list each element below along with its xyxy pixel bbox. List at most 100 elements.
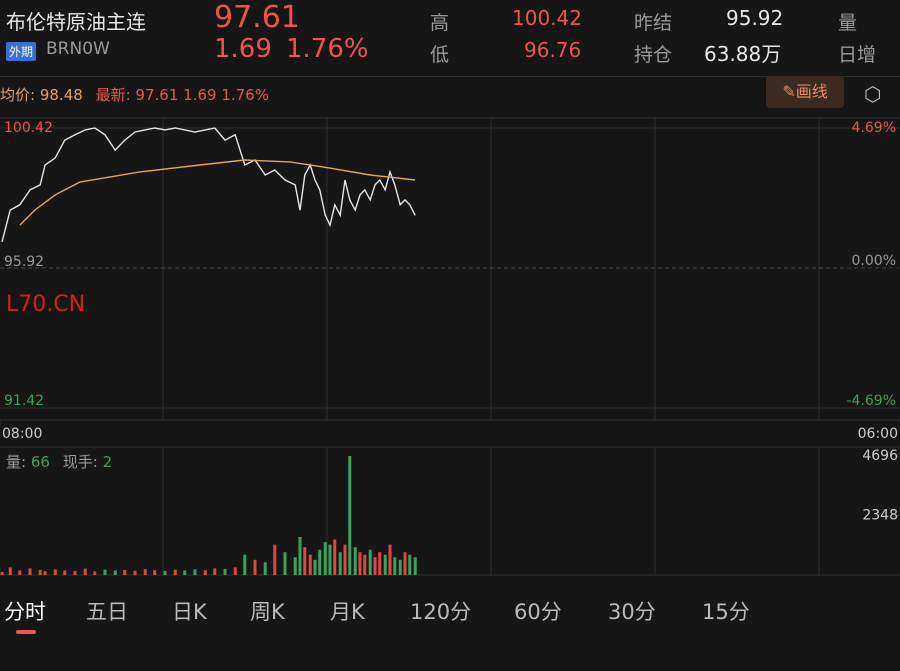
volume-bar bbox=[363, 554, 367, 575]
tab[interactable]: 120分 bbox=[410, 600, 472, 624]
change: 1.69 bbox=[183, 86, 217, 104]
volume-legend: 量: 66 现手: 2 bbox=[6, 451, 112, 472]
volume-bar bbox=[63, 570, 67, 575]
legend: 均价: 98.48 最新: 97.61 1.69 1.76% bbox=[0, 84, 269, 105]
label: 日增 bbox=[838, 44, 877, 66]
volume-bar bbox=[203, 570, 207, 575]
code: BRN0W bbox=[46, 39, 110, 59]
volume-bar bbox=[163, 570, 167, 575]
tab[interactable]: 日K bbox=[172, 600, 207, 624]
volume-bar bbox=[408, 554, 412, 575]
volume-bar bbox=[283, 552, 287, 575]
watermark: L70.CN bbox=[6, 292, 86, 317]
volume-bar bbox=[308, 554, 312, 575]
volume-bar bbox=[353, 547, 357, 575]
volume-bar bbox=[328, 544, 332, 575]
tab-bar: 分时 五日 日K 周K 月K 120分 60分 30分 15分 bbox=[0, 594, 900, 634]
volume-bar bbox=[73, 570, 77, 575]
label: 持仓 bbox=[634, 44, 673, 66]
tab[interactable]: 60分 bbox=[514, 600, 562, 624]
label: 高 bbox=[430, 12, 450, 34]
y-tick-label: 2348 bbox=[862, 508, 898, 524]
tab-indicator bbox=[16, 630, 36, 634]
volume-bar bbox=[393, 557, 397, 575]
divider bbox=[0, 76, 900, 77]
volume-bar bbox=[38, 569, 42, 575]
label: 低 bbox=[430, 44, 450, 66]
volume-bar bbox=[233, 567, 237, 575]
draw-button[interactable]: ✎画线 bbox=[766, 76, 844, 108]
tab[interactable]: 分时 bbox=[4, 600, 46, 624]
avg-label: 均价: bbox=[0, 86, 36, 104]
x-tick-label: 08:00 bbox=[2, 426, 42, 442]
value: 2 bbox=[102, 453, 113, 471]
volume-bar bbox=[183, 570, 187, 575]
draw-label: 画线 bbox=[795, 82, 828, 101]
value: 66 bbox=[30, 453, 50, 471]
x-tick-label: 06:00 bbox=[858, 426, 898, 442]
label: 现手: bbox=[62, 453, 98, 471]
settings-icon[interactable]: ⬡ bbox=[864, 82, 882, 106]
latest: 97.61 bbox=[135, 86, 179, 104]
tab[interactable]: 五日 bbox=[86, 600, 128, 624]
volume-bar bbox=[133, 570, 137, 575]
volume-bar bbox=[318, 549, 322, 575]
volume-bar bbox=[213, 568, 217, 575]
label: 量: bbox=[6, 453, 27, 471]
volume-bar bbox=[303, 547, 307, 575]
y-tick-label: 100.42 bbox=[4, 120, 53, 136]
series-line bbox=[19, 159, 416, 226]
value: 63.88万 bbox=[704, 42, 782, 66]
volume-bar bbox=[113, 570, 117, 575]
volume-bar bbox=[338, 552, 342, 575]
volume-bar bbox=[323, 542, 327, 575]
value: 100.42 bbox=[512, 6, 582, 30]
volume-bar bbox=[313, 559, 317, 575]
badge: 外期 bbox=[6, 42, 37, 61]
y-tick-label: 4696 bbox=[862, 448, 898, 464]
pct: 1.76% bbox=[221, 86, 269, 104]
volume-bar bbox=[398, 559, 402, 575]
volume-bar bbox=[193, 569, 197, 575]
volume-bar bbox=[18, 570, 22, 575]
value: 96.76 bbox=[524, 38, 582, 62]
volume-bar bbox=[243, 554, 247, 575]
volume-bar bbox=[388, 544, 392, 575]
volume-bar bbox=[143, 569, 147, 575]
volume-bar bbox=[373, 557, 377, 575]
volume-bar bbox=[253, 559, 257, 575]
volume-bar bbox=[273, 544, 277, 575]
volume-bar bbox=[343, 544, 347, 575]
volume-bar bbox=[173, 569, 177, 575]
volume-bar bbox=[8, 567, 12, 575]
volume-bar bbox=[348, 456, 352, 575]
volume-bar bbox=[53, 569, 57, 575]
volume-bar bbox=[153, 570, 157, 575]
tab[interactable]: 30分 bbox=[608, 600, 656, 624]
volume-bar bbox=[0, 571, 4, 575]
volume-bar bbox=[403, 552, 407, 575]
tab[interactable]: 15分 bbox=[702, 600, 750, 624]
y-tick-label: 95.92 bbox=[4, 254, 44, 270]
volume-bar bbox=[293, 557, 297, 575]
instrument-name: 布伦特原油主连 bbox=[6, 10, 146, 34]
y2-tick-label: -4.69% bbox=[846, 393, 896, 409]
value: 95.92 bbox=[726, 6, 784, 30]
label: 昨结 bbox=[634, 12, 673, 34]
tab[interactable]: 月K bbox=[330, 600, 365, 624]
volume-bar bbox=[358, 552, 362, 575]
volume-bar bbox=[378, 552, 382, 575]
volume-bar bbox=[28, 568, 32, 575]
volume-bar bbox=[383, 554, 387, 575]
y2-tick-label: 4.69% bbox=[852, 120, 896, 136]
volume-bar bbox=[368, 549, 372, 575]
volume-bar bbox=[103, 569, 107, 575]
change-pct: 1.76% bbox=[286, 34, 369, 64]
volume-bar bbox=[123, 569, 127, 575]
tab[interactable]: 周K bbox=[250, 600, 285, 624]
last-price: 97.61 bbox=[214, 0, 300, 35]
volume-bar bbox=[223, 568, 227, 575]
volume-bar bbox=[298, 536, 302, 575]
y-tick-label: 91.42 bbox=[4, 393, 44, 409]
